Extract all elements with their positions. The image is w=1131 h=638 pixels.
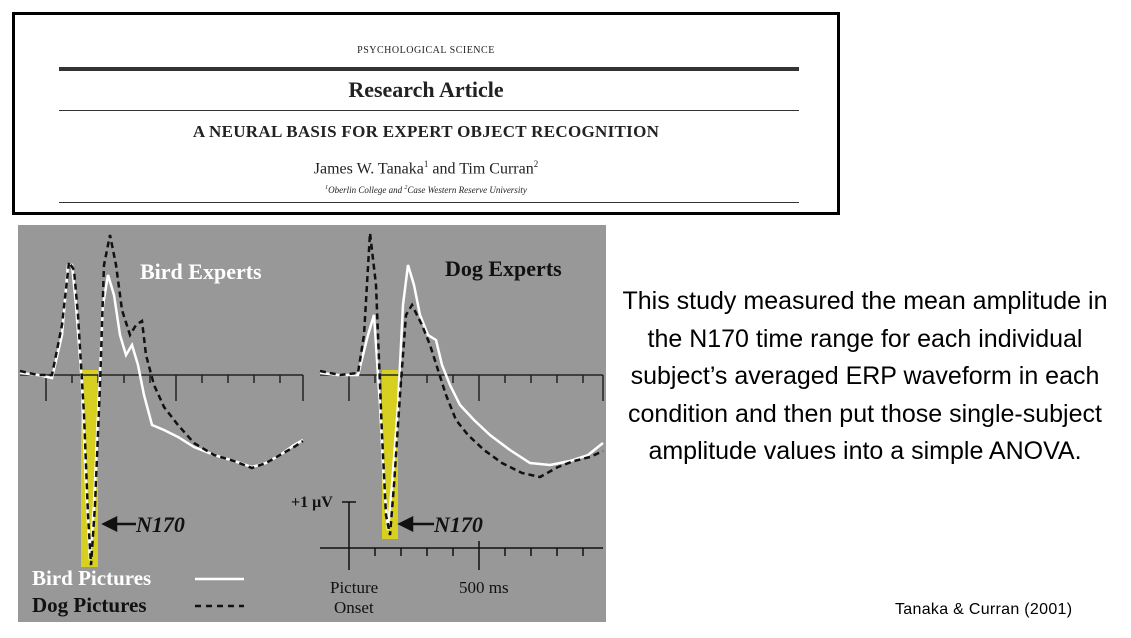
panel-title-left: Bird Experts (140, 259, 262, 284)
x-label-500ms: 500 ms (459, 578, 509, 597)
article-authors: James W. Tanaka1 and Tim Curran2 (15, 159, 837, 178)
affiliation-superscript: 1 (325, 185, 329, 191)
n170-arrow-right (397, 515, 434, 533)
x-label-onset-line2: Onset (334, 598, 374, 617)
n170-label-right: N170 (433, 512, 483, 537)
erp-figure-svg: Bird Experts Dog Experts N170 N170 (18, 225, 606, 622)
affiliation-text: Oberlin College and (328, 185, 405, 195)
x-label-onset-line1: Picture (330, 578, 378, 597)
author-superscript: 2 (533, 159, 539, 169)
header-rule-thick (59, 67, 799, 71)
author-name: James W. Tanaka (313, 160, 424, 178)
scale-label: +1 μV (291, 494, 333, 511)
n170-label-left: N170 (135, 512, 185, 537)
affiliation-text: Case Western Reserve University (407, 185, 527, 195)
explanation-text: This study measured the mean amplitude i… (622, 287, 1108, 465)
article-affiliations: 1Oberlin College and 2Case Western Reser… (15, 185, 837, 195)
article-title: A NEURAL BASIS FOR EXPERT OBJECT RECOGNI… (192, 122, 660, 141)
erp-figure: Bird Experts Dog Experts N170 N170 (18, 225, 606, 622)
figure-background (18, 225, 606, 622)
author-name: Tim Curran (459, 160, 534, 178)
legend-dog-label: Dog Pictures (32, 593, 147, 617)
dog-waveform-left (19, 234, 304, 566)
panel-title-right: Dog Experts (445, 256, 562, 281)
journal-name: PSYCHOLOGICAL SCIENCE (357, 45, 495, 56)
section-label: Research Article (348, 77, 504, 102)
dog-waveform-right (319, 232, 604, 536)
citation: Tanaka & Curran (2001) (895, 601, 1073, 618)
header-rule-thin (59, 110, 799, 111)
n170-arrow-left (101, 515, 136, 533)
left-panel-axis (20, 374, 304, 401)
header-rule-bottom (59, 202, 799, 203)
right-panel-axis (320, 374, 604, 401)
scale-axes (320, 501, 603, 570)
article-header: PSYCHOLOGICAL SCIENCE Research Article A… (12, 12, 840, 215)
legend-bird-label: Bird Pictures (32, 566, 151, 590)
author-joiner: and (428, 160, 460, 178)
bird-waveform-right (319, 264, 604, 531)
affiliation-superscript: 2 (404, 185, 408, 191)
author-superscript: 1 (423, 159, 429, 169)
